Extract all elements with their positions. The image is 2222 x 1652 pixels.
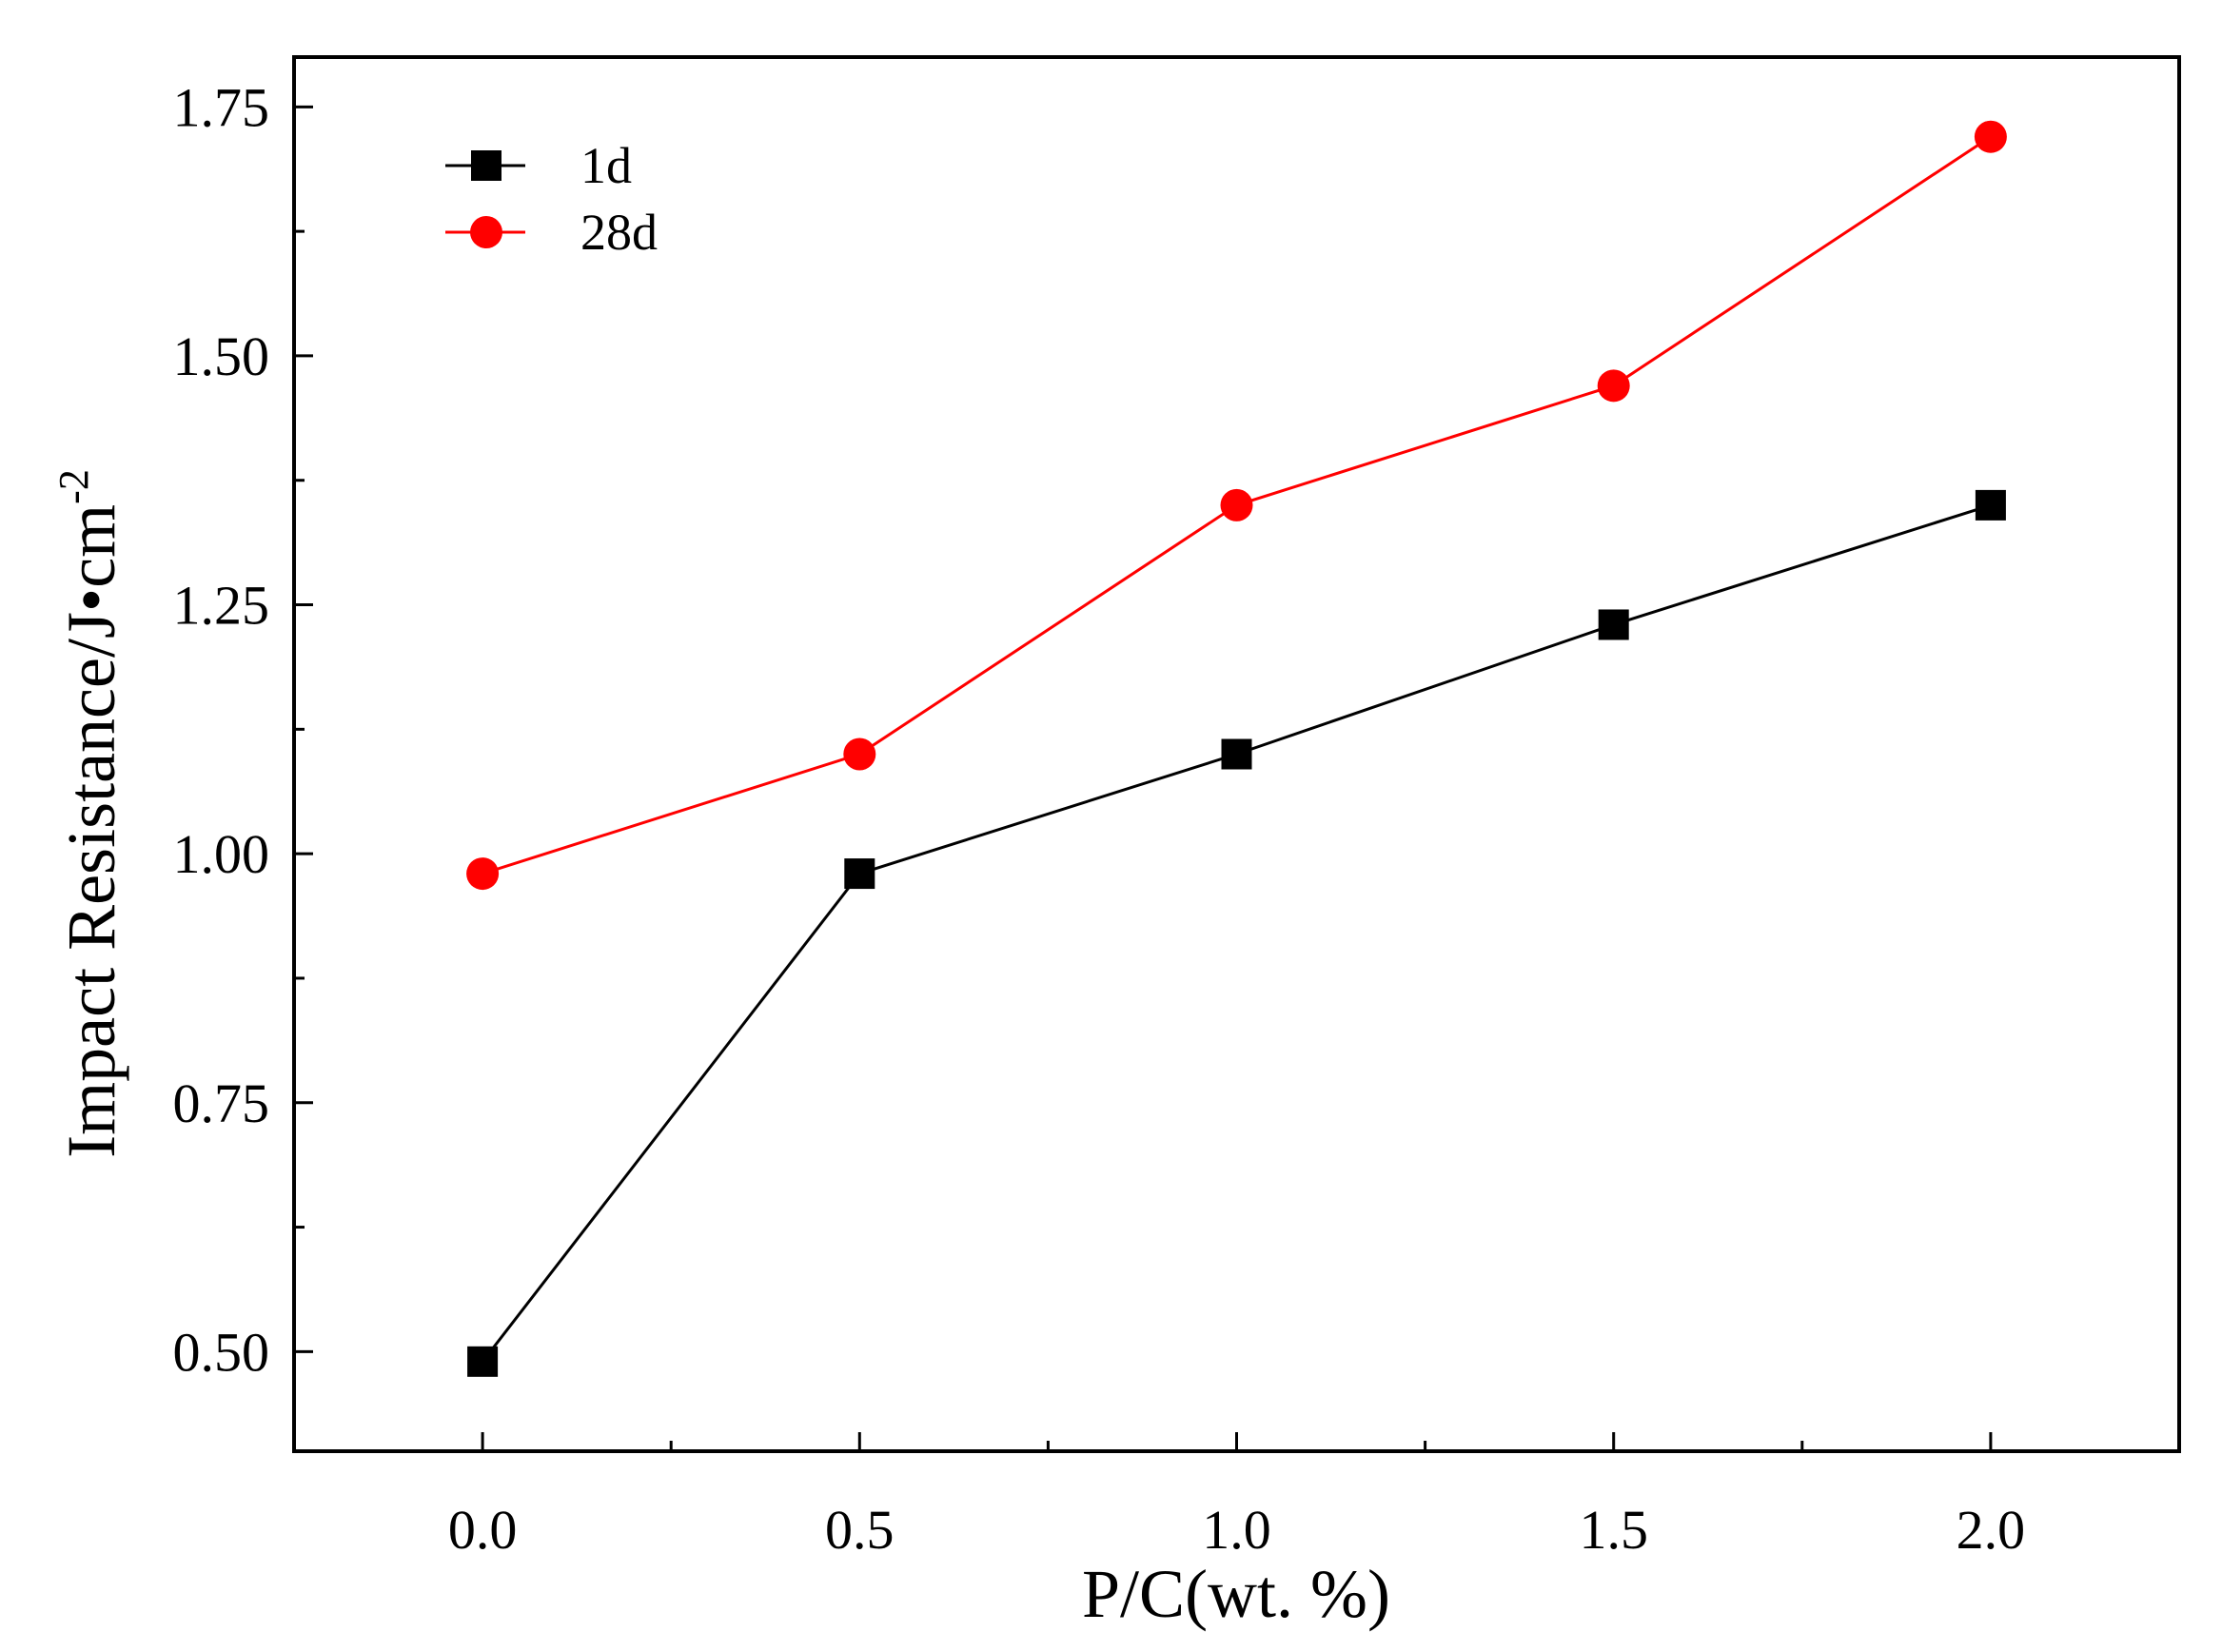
x-tick-label: 0.0 (448, 1499, 518, 1561)
x-tick-label: 1.0 (1202, 1499, 1271, 1561)
x-axis-ticks: 0.0 0.5 1.0 1.5 2.0 (448, 1432, 2025, 1561)
y-tick-label: 1.75 (173, 76, 270, 138)
legend-label-28d: 28d (580, 204, 658, 261)
y-tick-label: 1.50 (173, 325, 270, 387)
data-point-1d (467, 1346, 499, 1377)
legend-marker-28d (470, 216, 502, 248)
data-point-28d (1597, 369, 1630, 403)
series-markers (466, 120, 2007, 1377)
y-tick-label: 0.75 (173, 1072, 270, 1134)
data-point-28d (466, 857, 500, 891)
x-tick-label: 1.5 (1579, 1499, 1648, 1561)
y-axis-title-main: Impact Resistance/J•cm (53, 504, 129, 1158)
x-axis-title: P/C(wt. %) (1082, 1556, 1390, 1632)
legend: 1d 28d (445, 137, 658, 261)
data-point-1d (1975, 489, 2006, 521)
data-point-28d (843, 738, 876, 771)
y-axis-ticks: 0.50 0.75 1.00 1.25 1.50 1.75 (173, 76, 313, 1383)
y-tick-label: 1.25 (173, 575, 270, 637)
data-point-28d (1974, 120, 2007, 153)
y-tick-label: 1.00 (173, 823, 270, 885)
x-tick-label: 2.0 (1957, 1499, 2026, 1561)
y-tick-label: 0.50 (173, 1321, 270, 1383)
legend-marker-1d (471, 150, 501, 181)
x-tick-label: 0.5 (825, 1499, 895, 1561)
legend-label-1d: 1d (580, 137, 632, 194)
series-line-1d (481, 503, 1992, 1363)
data-point-28d (1220, 488, 1253, 521)
data-point-1d (844, 858, 875, 890)
y-axis-title-superscript: -2 (50, 469, 97, 504)
data-point-1d (1221, 738, 1252, 770)
y-axis-title: Impact Resistance/J•cm-2 (50, 469, 129, 1158)
data-point-1d (1598, 609, 1629, 640)
